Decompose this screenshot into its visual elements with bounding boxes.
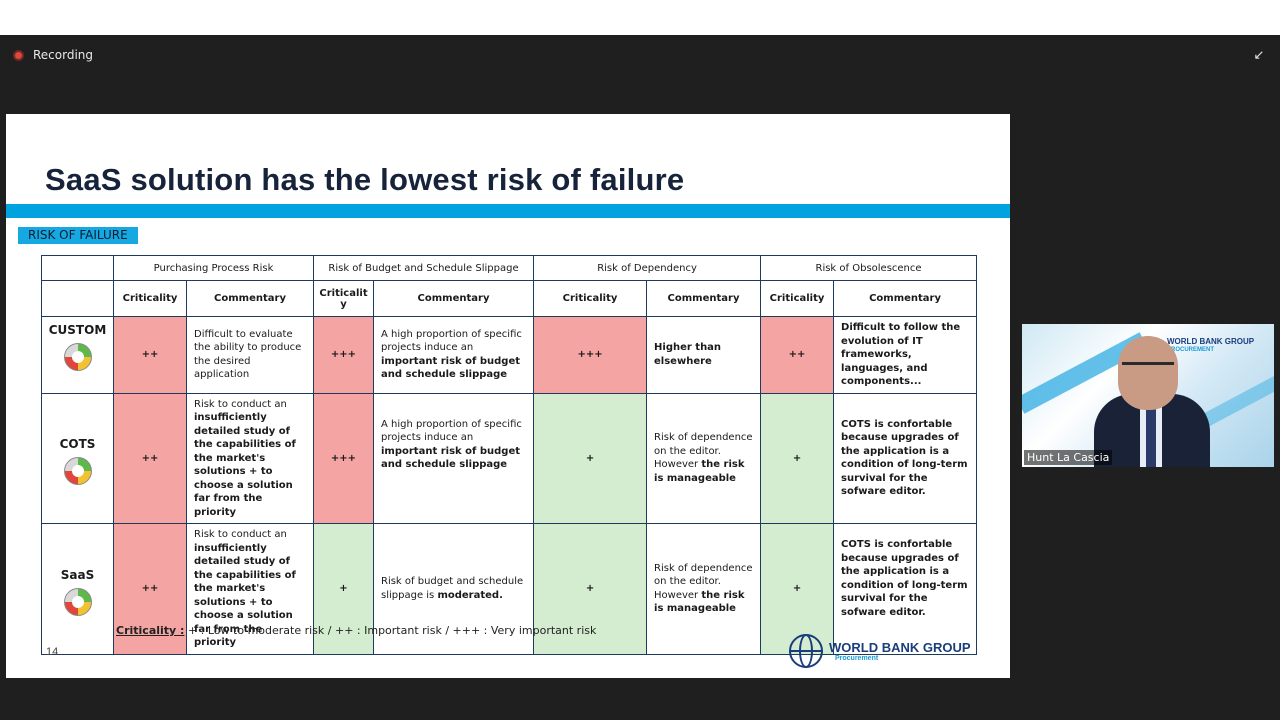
commentary-cell: Difficult to follow the evolution of IT … <box>833 316 978 394</box>
person-head <box>1118 336 1178 410</box>
table-row: COTS ++ Risk to conduct an insufficientl… <box>41 392 978 524</box>
world-bank-group-logo: WORLD BANK GROUP Procurement <box>789 634 971 668</box>
commentary-header: Commentary <box>833 280 978 317</box>
group-header-row: Purchasing Process Risk Risk of Budget a… <box>41 255 978 281</box>
commentary-cell: Higher than elsewhere <box>646 316 762 394</box>
criticality-cell: +++ <box>313 392 374 524</box>
empty-corner <box>41 280 114 317</box>
criticality-legend: Criticality : + : Low to moderate risk /… <box>116 624 596 637</box>
row-header: COTS <box>41 392 114 524</box>
globe-icon <box>789 634 823 668</box>
commentary-header: Commentary <box>372 280 535 317</box>
criticality-cell: ++ <box>113 392 187 524</box>
group-header: Risk of Budget and Schedule Slippage <box>312 255 535 281</box>
table-row: SaaS ++ Risk to conduct an insufficientl… <box>41 523 978 655</box>
criticality-cell: + <box>533 523 648 655</box>
presentation-slide: SaaS solution has the lowest risk of fai… <box>6 114 1010 678</box>
commentary-cell: Risk of dependence on the editor. Howeve… <box>646 392 762 524</box>
legend-key: Criticality : <box>116 624 185 637</box>
recording-bar: Recording ↙ <box>0 35 1280 75</box>
logo-sub: Procurement <box>835 655 879 662</box>
commentary-cell: Risk of dependence on the editor. Howeve… <box>646 523 762 655</box>
collapse-arrows-icon[interactable]: ↙ <box>1253 47 1265 62</box>
sub-header-row: Criticality Commentary Criticalit y Comm… <box>41 280 978 317</box>
participant-video[interactable]: WORLD BANK GROUP PROCUREMENT Hunt La Cas… <box>1022 324 1274 467</box>
browser-top-bar <box>0 0 1280 35</box>
person-tie <box>1146 404 1156 467</box>
group-header: Purchasing Process Risk <box>113 255 314 281</box>
commentary-cell: Difficult to evaluate the ability to pro… <box>186 316 314 394</box>
criticality-header: Criticalit y <box>313 280 374 317</box>
commentary-cell: Risk to conduct an insufficiently detail… <box>186 523 314 655</box>
criticality-header: Criticality <box>113 280 187 317</box>
recording-label: Recording <box>33 48 94 62</box>
commentary-cell: A high proportion of specific projects i… <box>372 392 535 524</box>
row-name: CUSTOM <box>48 323 107 337</box>
criticality-header: Criticality <box>533 280 648 317</box>
video-logo-name: WORLD BANK GROUP <box>1167 337 1255 346</box>
row-header: CUSTOM <box>41 316 114 394</box>
row-name: COTS <box>59 437 96 452</box>
criticality-cell: +++ <box>313 316 374 394</box>
commentary-cell: COTS is confortable because upgrades of … <box>833 523 978 655</box>
criticality-cell: + <box>533 392 648 524</box>
person-glasses <box>1122 362 1174 375</box>
logo-name: WORLD BANK GROUP <box>829 640 971 655</box>
speedometer-icon <box>63 457 92 486</box>
speedometer-icon <box>63 587 92 616</box>
commentary-cell: Risk to conduct an insufficiently detail… <box>186 392 314 524</box>
legend-text: + : Low to moderate risk / ++ : Importan… <box>184 624 597 637</box>
risk-of-failure-badge: RISK OF FAILURE <box>18 227 138 244</box>
criticality-header: Criticality <box>760 280 835 317</box>
commentary-cell: Risk of budget and schedule slippage is … <box>372 523 535 655</box>
group-header: Risk of Dependency <box>533 255 762 281</box>
row-name: SaaS <box>60 567 95 582</box>
commentary-header: Commentary <box>186 280 314 317</box>
speedometer-icon <box>63 343 92 371</box>
group-header: Risk of Obsolescence <box>760 255 978 281</box>
recording-dot-icon <box>13 49 24 61</box>
criticality-cell: + <box>760 392 835 524</box>
criticality-cell: +++ <box>533 316 648 394</box>
criticality-cell: ++ <box>113 523 187 655</box>
risk-table: Purchasing Process Risk Risk of Budget a… <box>41 255 978 655</box>
participant-name: Hunt La Cascia <box>1024 450 1113 465</box>
video-logo-sub: PROCUREMENT <box>1167 347 1215 353</box>
empty-corner <box>41 255 114 281</box>
criticality-cell: + <box>760 523 835 655</box>
commentary-cell: A high proportion of specific projects i… <box>372 316 535 394</box>
slide-title: SaaS solution has the lowest risk of fai… <box>45 162 685 197</box>
table-row: CUSTOM ++ Difficult to evaluate the abil… <box>41 316 978 394</box>
page-number: 14 <box>46 646 59 658</box>
commentary-cell: COTS is confortable because upgrades of … <box>833 392 978 524</box>
row-header: SaaS <box>41 523 114 655</box>
criticality-cell: ++ <box>760 316 835 394</box>
title-accent-band <box>6 204 1010 218</box>
criticality-cell: ++ <box>113 316 187 394</box>
commentary-header: Commentary <box>646 280 762 317</box>
